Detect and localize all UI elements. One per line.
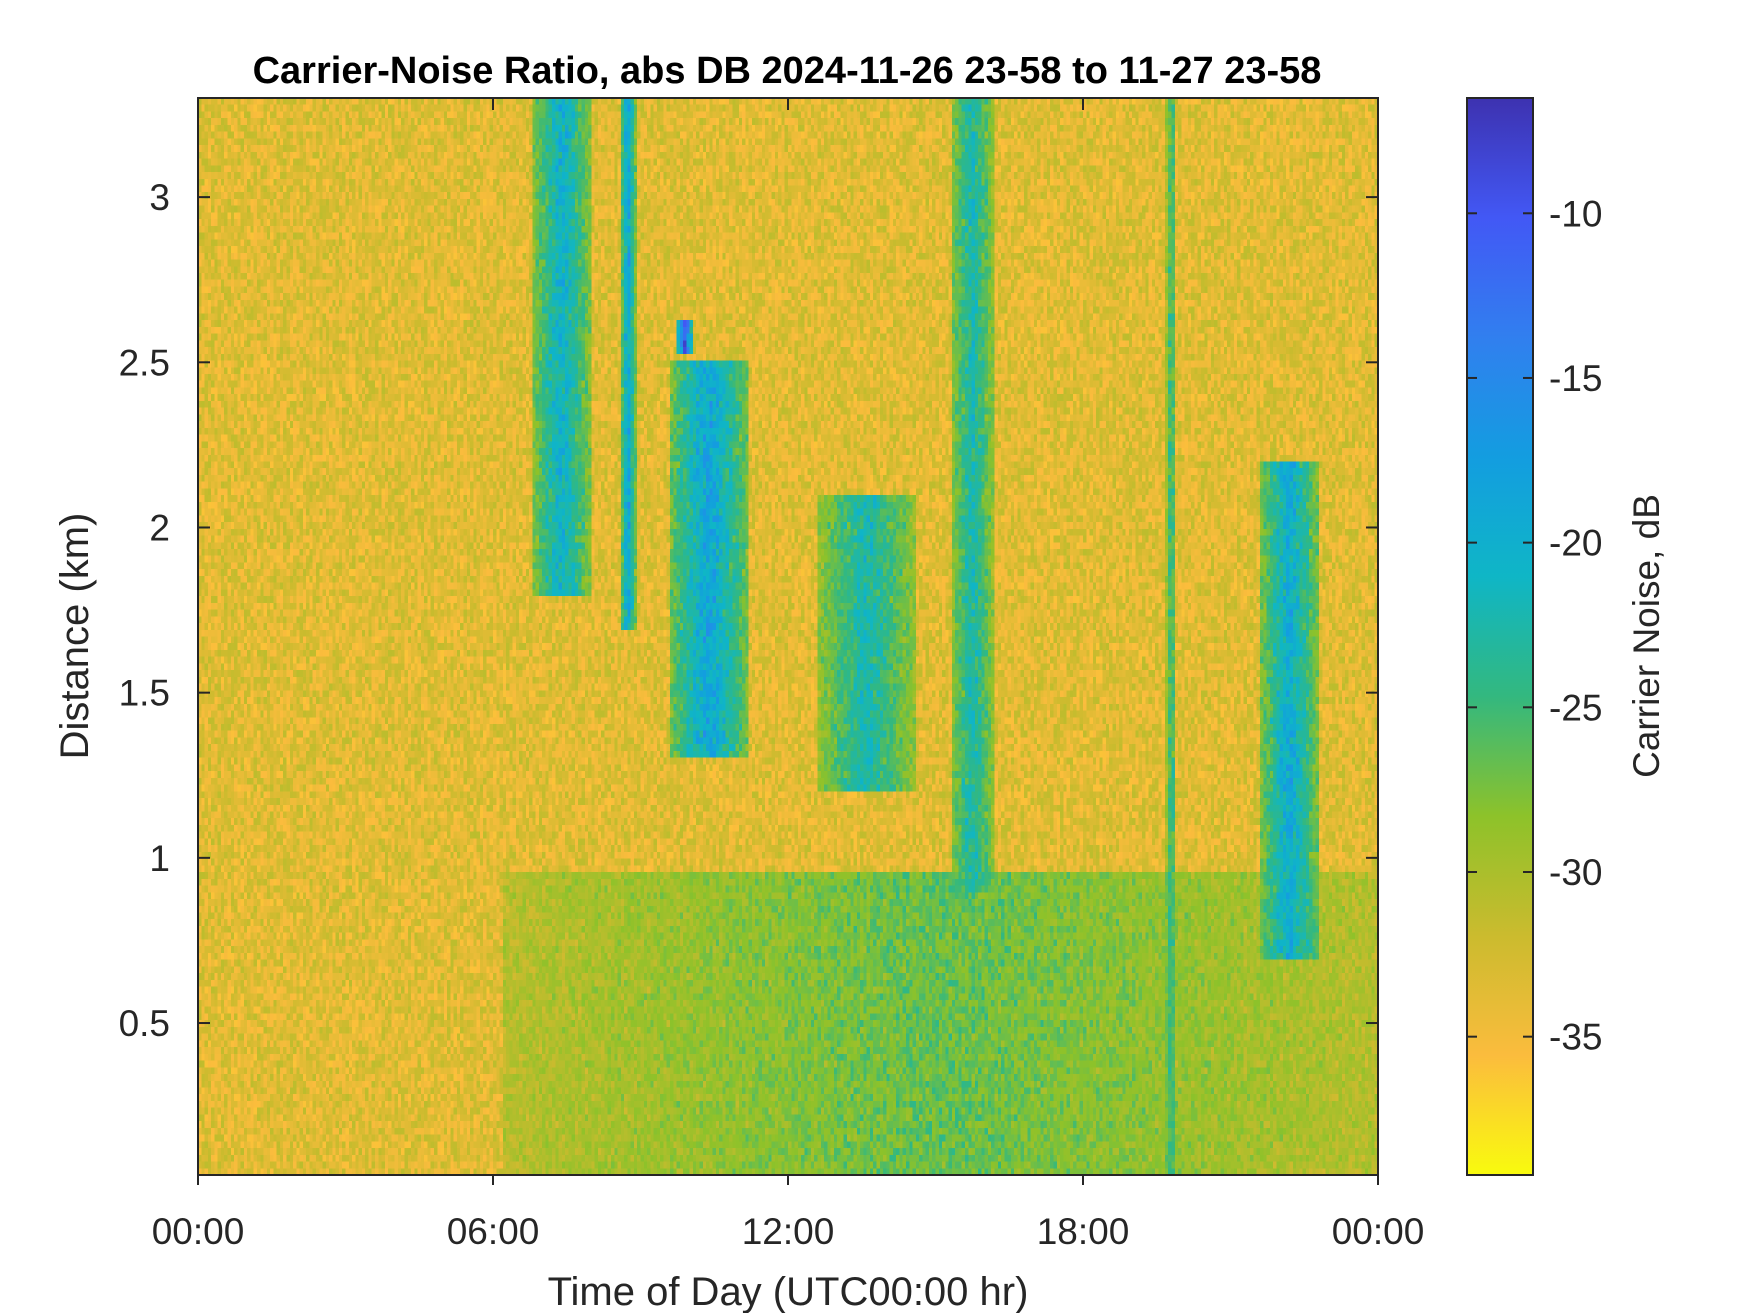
y-tick-label: 2 <box>149 507 170 548</box>
colorbar-tick-label: -25 <box>1549 687 1602 728</box>
colorbar-tick-label: -10 <box>1549 193 1602 234</box>
colorbar-tick-label: -35 <box>1549 1017 1602 1058</box>
colorbar-tick-label: -20 <box>1549 523 1602 564</box>
y-tick-label: 2.5 <box>119 342 170 383</box>
y-tick-label: 3 <box>149 177 170 218</box>
y-tick-label: 1.5 <box>119 673 170 714</box>
x-tick-label: 18:00 <box>1037 1211 1130 1252</box>
x-tick-label: 00:00 <box>1332 1211 1425 1252</box>
colorbar-tick-label: -15 <box>1549 358 1602 399</box>
y-tick-label: 1 <box>149 838 170 879</box>
x-tick-label: 00:00 <box>152 1211 245 1252</box>
colorbar-ticks: -35 -30 -25 -20 -15 -10 <box>1467 193 1602 1058</box>
y-axis-label: Distance (km) <box>53 513 97 760</box>
colorbar-gradient <box>1467 98 1533 1175</box>
heatmap-area <box>197 97 1379 1176</box>
colorbar-frame <box>1466 97 1534 1176</box>
y-axis-ticks: 0.5 1 1.5 2 2.5 3 <box>119 177 1378 1044</box>
x-tick-label: 06:00 <box>447 1211 540 1252</box>
colorbar: -35 -30 -25 -20 -15 -10 Carrier Noise, dB <box>1466 97 1667 1176</box>
x-axis-label: Time of Day (UTC00:00 hr) <box>548 1270 1029 1313</box>
colorbar-label: Carrier Noise, dB <box>1626 494 1667 778</box>
heatmap-image <box>198 98 1378 1175</box>
y-tick-label: 0.5 <box>119 1003 170 1044</box>
x-tick-label: 12:00 <box>742 1211 835 1252</box>
x-axis-ticks: 00:00 06:00 12:00 18:00 00:00 <box>152 98 1425 1252</box>
chart-title: Carrier-Noise Ratio, abs DB 2024-11-26 2… <box>253 50 1322 92</box>
colorbar-tick-label: -30 <box>1549 852 1602 893</box>
